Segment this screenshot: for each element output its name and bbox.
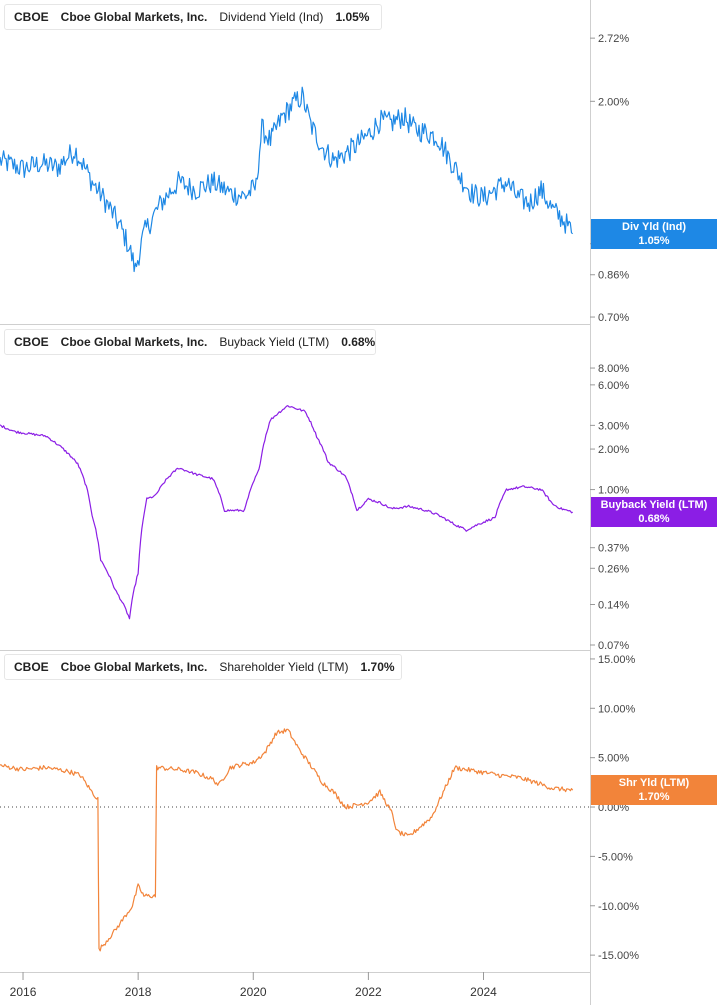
tag-value: 1.05% [638, 235, 670, 247]
x-tick-label: 2016 [10, 985, 37, 999]
legend-ticker: CBOE [14, 335, 49, 349]
x-tick-label: 2020 [240, 985, 267, 999]
legend-ticker: CBOE [14, 10, 49, 24]
legend-3: CBOE Cboe Global Markets, Inc. Shareholder… [4, 654, 402, 680]
y-tick-label: 1.00% [598, 485, 629, 497]
current-value-tag-1: Div Yld (Ind) 1.05% [591, 219, 717, 249]
y-tick-label: 0.26% [598, 563, 629, 575]
tag-value: 0.68% [638, 513, 670, 525]
y-tick-label: 0.37% [598, 543, 629, 555]
legend-value: 1.05% [335, 10, 370, 24]
x-tick-label: 2022 [355, 985, 382, 999]
current-value-tag-2: Buyback Yield (LTM) 0.68% [591, 497, 717, 527]
legend-company: Cboe Global Markets, Inc. [60, 660, 208, 674]
y-tick-label: 6.00% [598, 380, 629, 392]
y-tick-label: -10.00% [598, 901, 639, 913]
y-tick-label: 2.72% [598, 33, 629, 45]
legend-2: CBOE Cboe Global Markets, Inc. Buyback Yie… [4, 329, 376, 355]
y-tick-label: 0.00% [598, 802, 629, 814]
y-tick-label: 3.00% [598, 420, 629, 432]
y-tick-label: 0.86% [598, 270, 629, 282]
legend-metric: Buyback Yield (LTM) [219, 335, 330, 349]
y-tick-label: 2.00% [598, 444, 629, 456]
y-tick-label: -5.00% [598, 851, 633, 863]
legend-metric: Shareholder Yield (LTM) [219, 660, 349, 674]
y-tick-label: 5.00% [598, 753, 629, 765]
y-tick-label: 15.00% [598, 654, 636, 666]
current-value-tag-3: Shr Yld (LTM) 1.70% [591, 775, 717, 805]
y-tick-label: -15.00% [598, 950, 639, 962]
legend-value: 0.68% [341, 335, 376, 349]
y-tick-label: 8.00% [598, 363, 629, 375]
legend-company: Cboe Global Markets, Inc. [60, 10, 208, 24]
tag-value: 1.70% [638, 791, 670, 803]
x-tick-label: 2024 [470, 985, 497, 999]
y-tick-label: 0.07% [598, 640, 629, 652]
legend-value: 1.70% [360, 660, 395, 674]
tag-label: Shr Yld (LTM) [618, 777, 690, 789]
tag-label: Div Yld (Ind) [622, 221, 686, 233]
legend-ticker: CBOE [14, 660, 49, 674]
y-tick-label: 2.00% [598, 96, 629, 108]
y-tick-label: 0.70% [598, 312, 629, 324]
legend-company: Cboe Global Markets, Inc. [60, 335, 208, 349]
x-tick-label: 2018 [125, 985, 152, 999]
y-tick-label: 0.14% [598, 599, 629, 611]
tag-label: Buyback Yield (LTM) [600, 499, 708, 511]
series-line-2 [0, 405, 574, 620]
series-line-3 [0, 728, 574, 952]
y-tick-label: 10.00% [598, 703, 636, 715]
series-line-1 [0, 86, 574, 273]
legend-metric: Dividend Yield (Ind) [219, 10, 324, 24]
legend-1: CBOE Cboe Global Markets, Inc. Dividend Yi… [4, 4, 382, 30]
